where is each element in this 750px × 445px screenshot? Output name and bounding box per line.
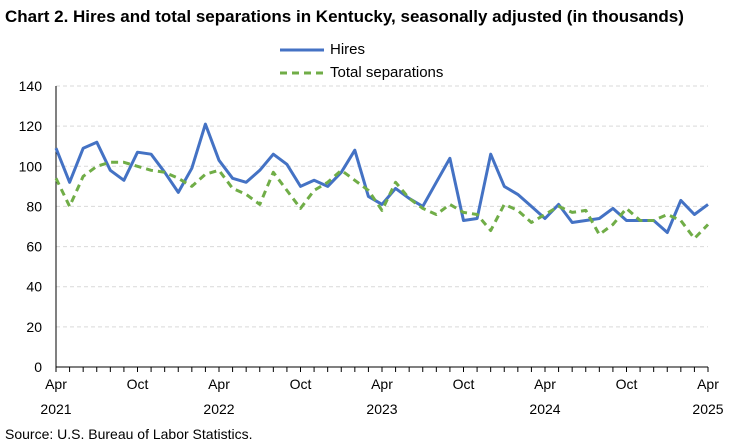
- legend-swatch-separations: [280, 71, 324, 74]
- x-tick-label-month: Apr: [697, 376, 719, 392]
- legend-item-hires: Hires: [280, 38, 443, 61]
- legend-item-separations: Total separations: [280, 61, 443, 84]
- x-tick-label-month: Apr: [208, 376, 230, 392]
- legend: Hires Total separations: [280, 38, 443, 84]
- y-tick-label: 0: [34, 359, 42, 375]
- x-tick-label-month: Oct: [453, 376, 475, 392]
- x-tick-label-month: Apr: [371, 376, 393, 392]
- y-tick-label: 20: [26, 319, 42, 335]
- y-tick-label: 120: [19, 118, 43, 134]
- series-line-total-separations: [54, 160, 710, 240]
- y-tick-label: 100: [19, 158, 43, 174]
- chart-title: Chart 2. Hires and total separations in …: [5, 7, 684, 26]
- x-tick-label-month: Oct: [127, 376, 149, 392]
- y-tick-label: 140: [19, 78, 43, 94]
- x-tick-label-month: Apr: [534, 376, 556, 392]
- y-tick-label: 40: [26, 279, 42, 295]
- x-tick-label-year: 2021: [40, 401, 71, 417]
- x-tick-label-month: Apr: [45, 376, 67, 392]
- x-tick-label-year: 2023: [366, 401, 397, 417]
- y-tick-label: 60: [26, 239, 42, 255]
- x-tick-label-year: 2025: [692, 401, 723, 417]
- legend-label-separations: Total separations: [330, 64, 444, 81]
- x-tick-label-month: Oct: [616, 376, 638, 392]
- legend-label-hires: Hires: [330, 41, 366, 58]
- source-note: Source: U.S. Bureau of Labor Statistics.: [5, 426, 253, 442]
- x-tick-label-year: 2022: [203, 401, 234, 417]
- x-tick-label-year: 2024: [529, 401, 560, 417]
- x-tick-label-month: Oct: [290, 376, 312, 392]
- series-line-hires: [54, 122, 709, 234]
- legend-swatch-hires: [280, 48, 324, 51]
- y-tick-label: 80: [26, 198, 42, 214]
